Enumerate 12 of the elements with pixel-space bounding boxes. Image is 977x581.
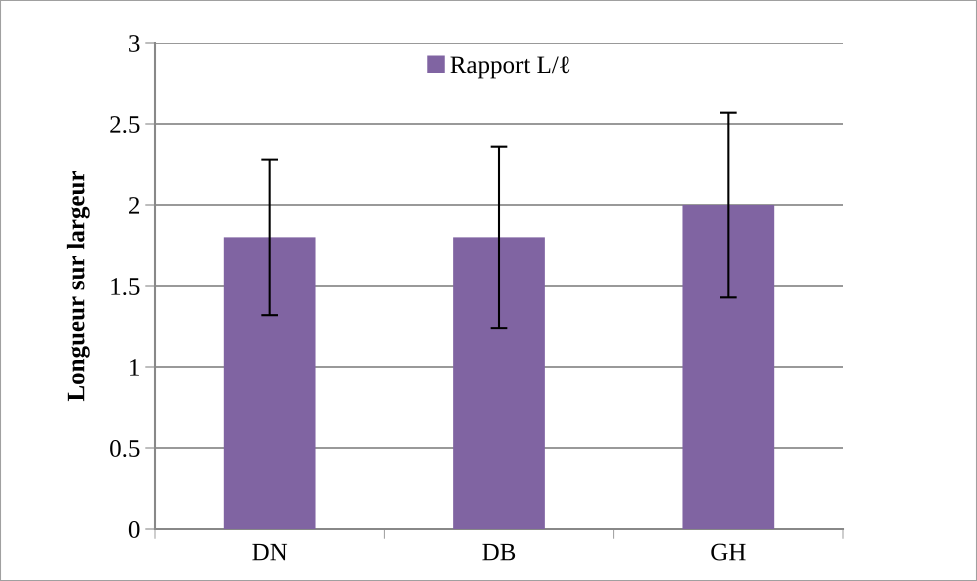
y-axis-title: Longueur sur largeur: [66, 171, 90, 402]
y-tick-label: 0: [128, 521, 140, 538]
y-tick-label: 0.5: [110, 440, 140, 458]
y-tick-label: 3: [129, 35, 140, 52]
x-tick-label: GH: [711, 544, 746, 560]
x-tick-label: DN: [252, 544, 288, 560]
y-tick-label: 1: [130, 359, 139, 376]
y-tick-label: 2.5: [110, 116, 140, 134]
y-tick-label: 1.5: [111, 278, 140, 296]
legend-label: Rapport L/ℓ: [450, 56, 570, 78]
y-tick-label: 2: [129, 197, 140, 214]
x-tick-label: DB: [482, 544, 516, 560]
